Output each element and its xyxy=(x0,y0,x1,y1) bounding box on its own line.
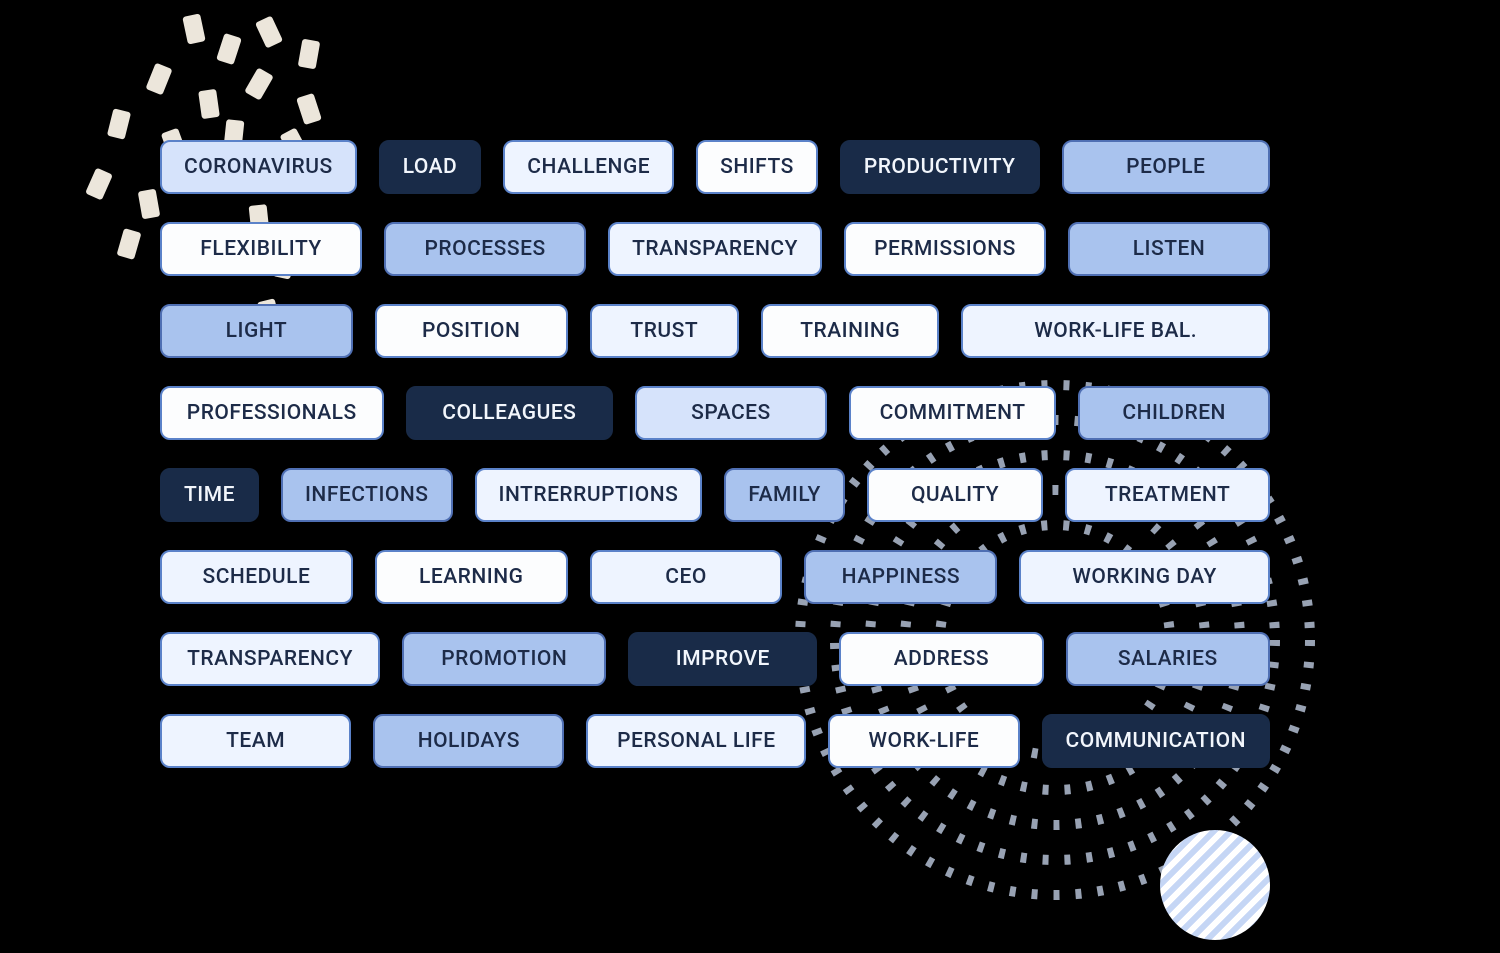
tag: LISTEN xyxy=(1068,222,1270,276)
tag-row: CORONAVIRUS LOAD CHALLENGE SHIFTS PRODUCTIVI… xyxy=(160,140,1270,194)
tag: PRODUCTIVITY xyxy=(840,140,1040,194)
tag: CORONAVIRUS xyxy=(160,140,357,194)
tag: HAPPINESS xyxy=(804,550,997,604)
tag: WORK-LIFE xyxy=(828,714,1019,768)
infographic-stage: CORONAVIRUS LOAD CHALLENGE SHIFTS PRODUCTIVI… xyxy=(0,0,1500,953)
tag: COMMITMENT xyxy=(849,386,1057,440)
confetti-piece xyxy=(107,108,131,140)
tag: TREATMENT xyxy=(1065,468,1270,522)
tag: ADDRESS xyxy=(839,632,1043,686)
tag: TIME xyxy=(160,468,259,522)
tag: TRAINING xyxy=(761,304,939,358)
tag: QUALITY xyxy=(867,468,1043,522)
confetti-piece xyxy=(216,33,242,65)
tag: CHILDREN xyxy=(1078,386,1270,440)
confetti-piece xyxy=(182,13,205,44)
tag: PERMISSIONS xyxy=(844,222,1046,276)
confetti-piece xyxy=(298,39,321,70)
tag: PROCESSES xyxy=(384,222,586,276)
tag: HOLIDAYS xyxy=(373,714,564,768)
tag: TRANSPARENCY xyxy=(160,632,380,686)
confetti-piece xyxy=(198,89,220,119)
tag-row: FLEXIBILITY PROCESSES TRANSPARENCY PERMISSI… xyxy=(160,222,1270,276)
tag: SALARIES xyxy=(1066,632,1270,686)
tag: PROFESSIONALS xyxy=(160,386,384,440)
tag: CEO xyxy=(590,550,783,604)
confetti-piece xyxy=(255,16,283,49)
tag: FAMILY xyxy=(724,468,845,522)
tag: PROMOTION xyxy=(402,632,606,686)
tag: SHIFTS xyxy=(696,140,818,194)
tag: PEOPLE xyxy=(1062,140,1271,194)
confetti-piece xyxy=(296,93,322,125)
tag: CHALLENGE xyxy=(503,140,674,194)
tag-row: TIME INFECTIONS INTRERRUPTIONS FAMILY QUALIT… xyxy=(160,468,1270,522)
tag-row: LIGHT POSITION TRUST TRAINING WORK-LIFE BAL. xyxy=(160,304,1270,358)
tag: COMMUNICATION xyxy=(1042,714,1270,768)
tag: POSITION xyxy=(375,304,568,358)
tag: LEARNING xyxy=(375,550,568,604)
tag: INFECTIONS xyxy=(281,468,453,522)
hatched-circle-decoration xyxy=(1160,830,1270,940)
tag: COLLEAGUES xyxy=(406,386,614,440)
tag-row: TEAM HOLIDAYS PERSONAL LIFE WORK-LIFE COMMUN… xyxy=(160,714,1270,768)
confetti-piece xyxy=(145,63,172,96)
confetti-piece xyxy=(85,168,113,201)
tag: WORK-LIFE BAL. xyxy=(961,304,1270,358)
tag: IMPROVE xyxy=(628,632,817,686)
tag-row: SCHEDULE LEARNING CEO HAPPINESS WORKING DAY xyxy=(160,550,1270,604)
tag: SCHEDULE xyxy=(160,550,353,604)
tag: SPACES xyxy=(635,386,827,440)
tag: TRANSPARENCY xyxy=(608,222,822,276)
tag: INTRERRUPTIONS xyxy=(475,468,703,522)
confetti-piece xyxy=(244,67,274,100)
tag: TRUST xyxy=(590,304,739,358)
tag: LIGHT xyxy=(160,304,353,358)
tag-row: TRANSPARENCY PROMOTION IMPROVE ADDRESS SALAR… xyxy=(160,632,1270,686)
tag: PERSONAL LIFE xyxy=(586,714,806,768)
tag: WORKING DAY xyxy=(1019,550,1270,604)
tag-row: PROFESSIONALS COLLEAGUES SPACES COMMITMENT C… xyxy=(160,386,1270,440)
tag: LOAD xyxy=(379,140,482,194)
confetti-piece xyxy=(116,228,141,260)
tag-grid: CORONAVIRUS LOAD CHALLENGE SHIFTS PRODUCTIVI… xyxy=(160,140,1270,796)
confetti-piece xyxy=(138,189,161,220)
tag: TEAM xyxy=(160,714,351,768)
tag: FLEXIBILITY xyxy=(160,222,362,276)
